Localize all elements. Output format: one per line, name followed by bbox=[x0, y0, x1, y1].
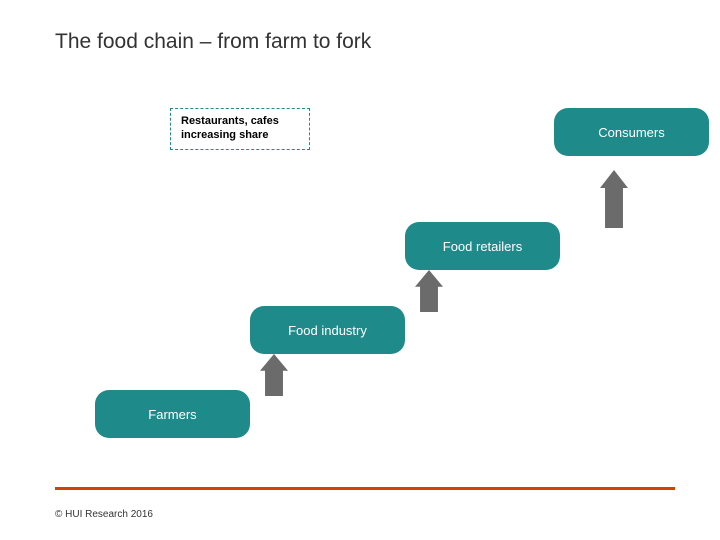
arrow-farmers-to-industry bbox=[260, 354, 288, 396]
page-title: The food chain – from farm to fork bbox=[55, 30, 371, 54]
step-label: Food retailers bbox=[443, 239, 522, 254]
callout-restaurants: Restaurants, cafesincreasing share bbox=[170, 108, 310, 150]
footer-divider bbox=[55, 487, 675, 490]
step-label: Consumers bbox=[598, 125, 664, 140]
step-retailers: Food retailers bbox=[405, 222, 560, 270]
step-consumers: Consumers bbox=[554, 108, 709, 156]
copyright-text: © HUI Research 2016 bbox=[55, 509, 153, 520]
step-label: Food industry bbox=[288, 323, 367, 338]
arrow-retailers-to-consumers bbox=[600, 170, 628, 228]
step-label: Farmers bbox=[148, 407, 196, 422]
step-industry: Food industry bbox=[250, 306, 405, 354]
step-farmers: Farmers bbox=[95, 390, 250, 438]
arrow-industry-to-retailers bbox=[415, 270, 443, 312]
